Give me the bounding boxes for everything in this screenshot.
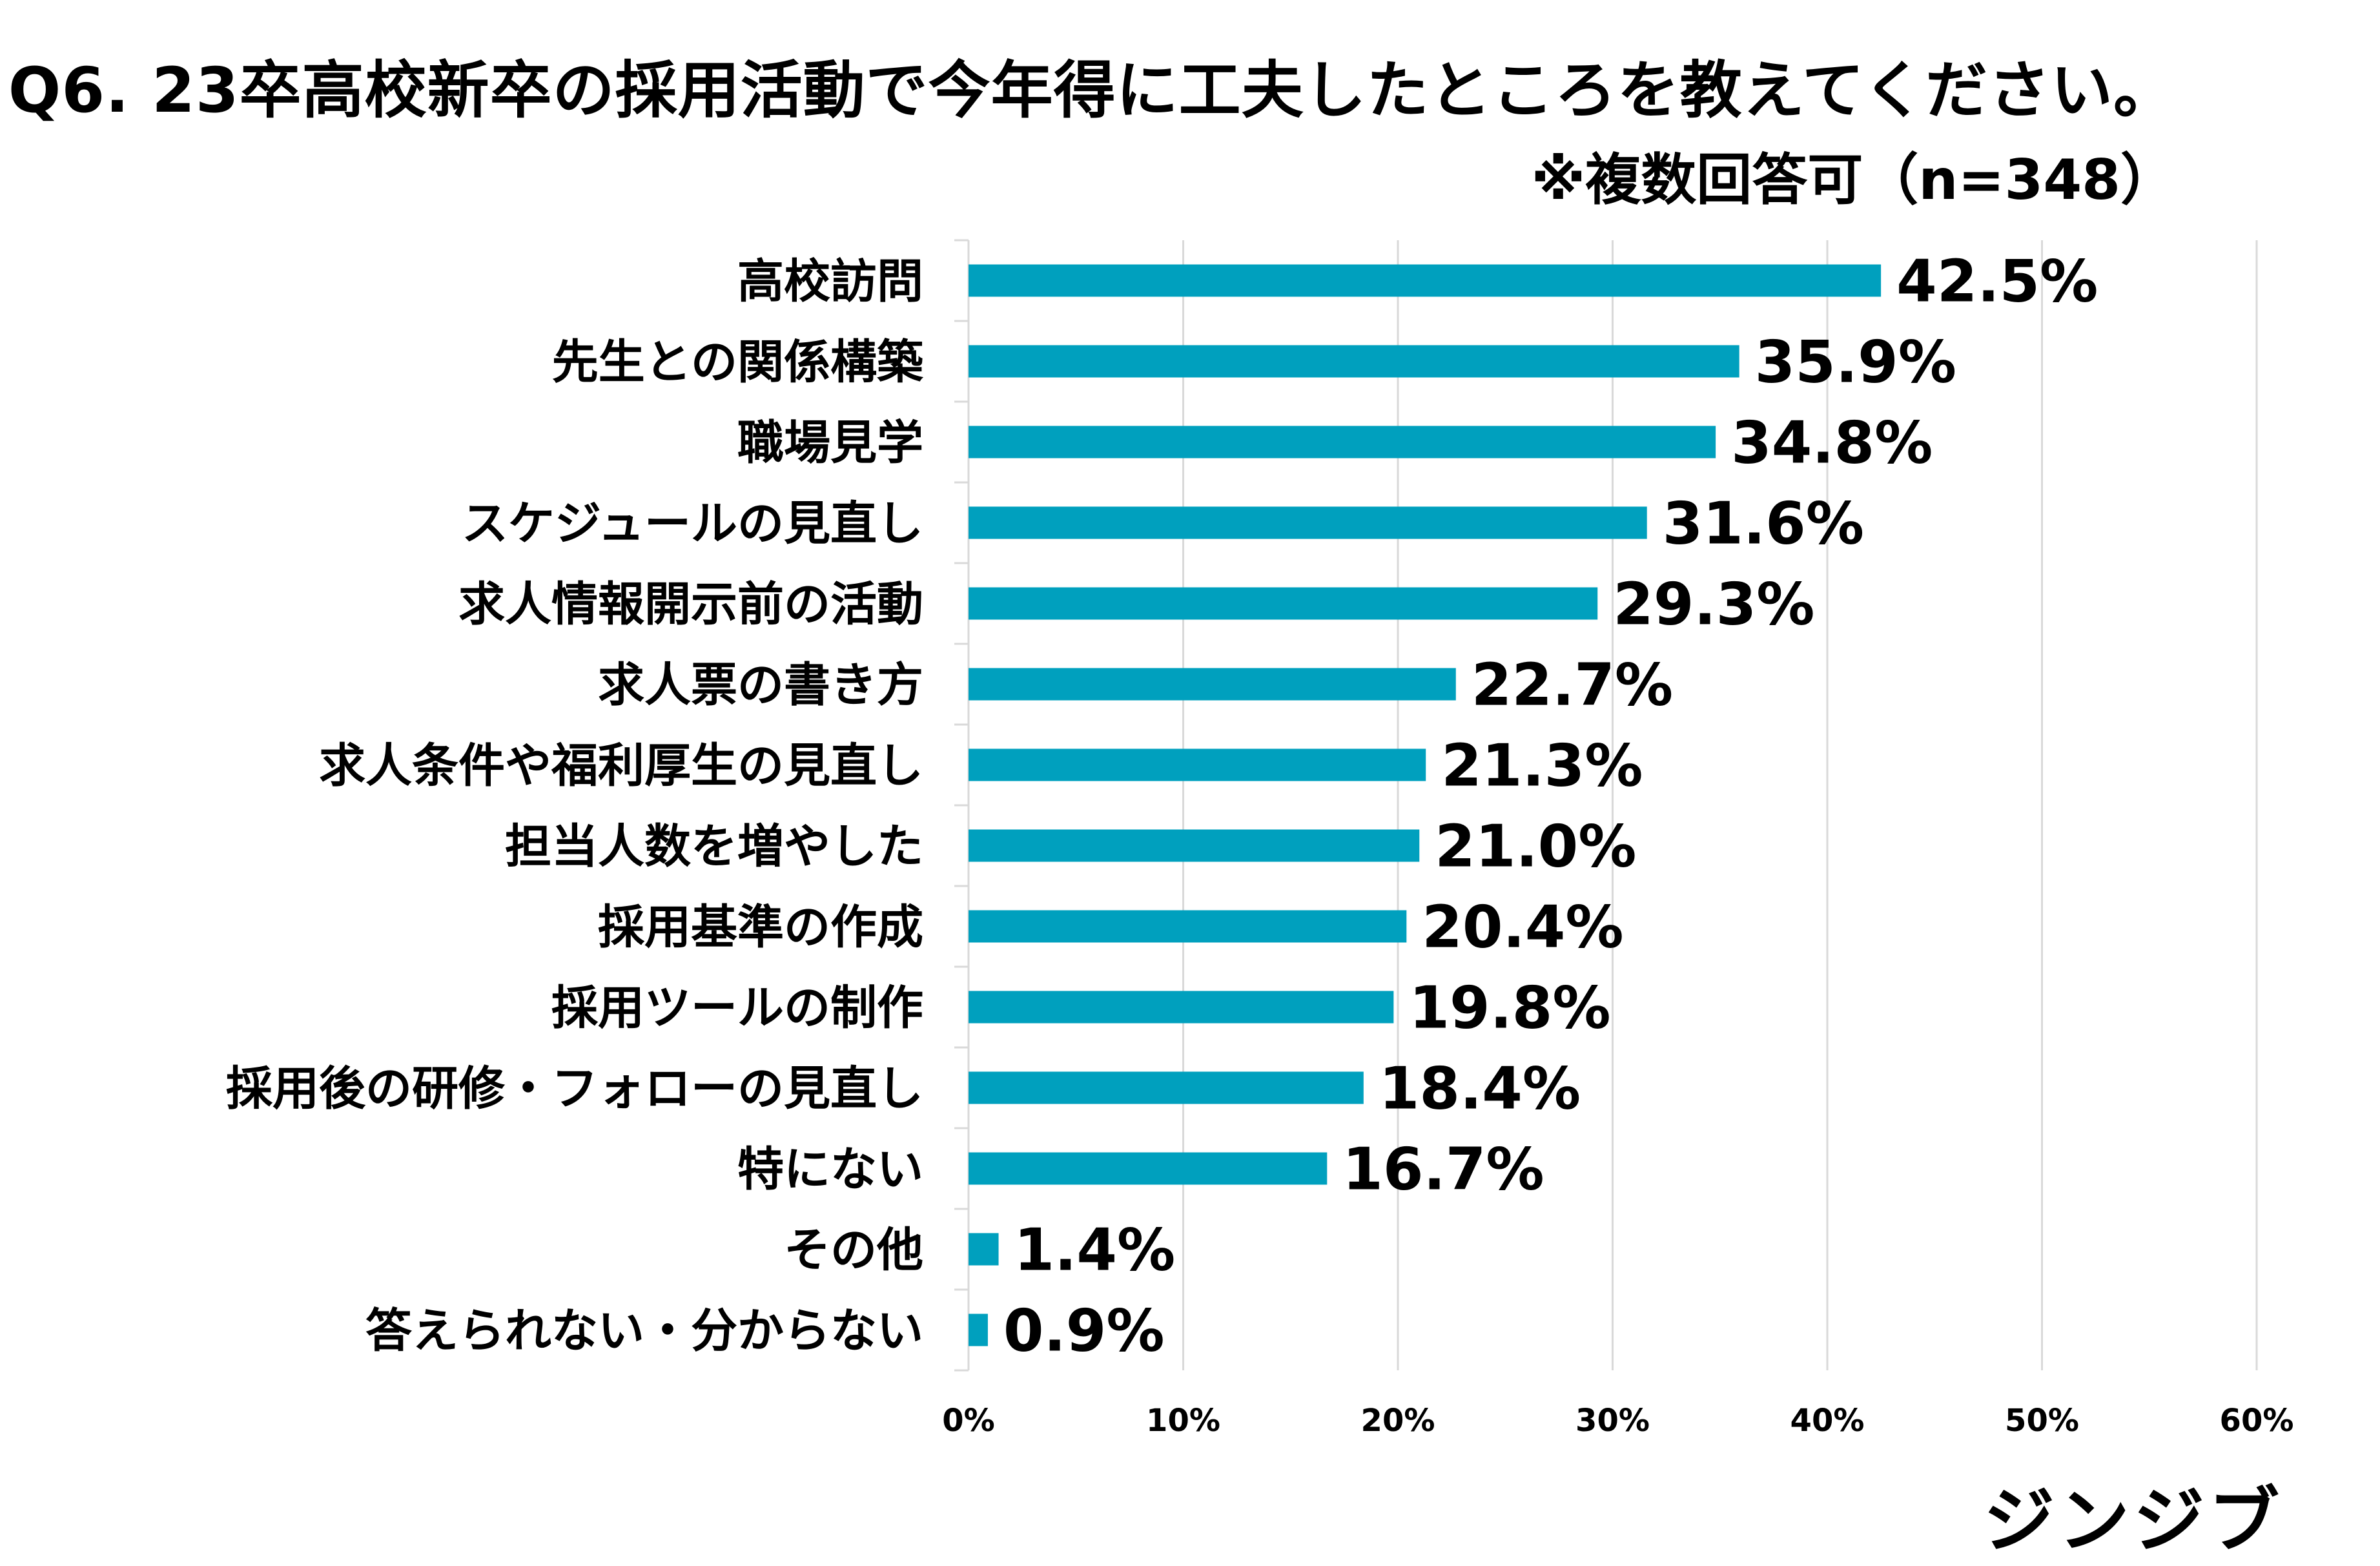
value-label: 1.4% xyxy=(1014,1217,1176,1284)
bar xyxy=(969,991,1394,1024)
value-label: 18.4% xyxy=(1379,1055,1581,1123)
value-label: 19.8% xyxy=(1409,974,1610,1042)
x-tick-label: 30% xyxy=(1575,1403,1650,1439)
bar xyxy=(969,426,1716,458)
category-label: 高校訪問 xyxy=(737,254,923,309)
category-label: 答えられない・分からない xyxy=(365,1304,923,1358)
bar xyxy=(969,748,1426,781)
category-label: 採用後の研修・フォローの見直し xyxy=(226,1062,923,1116)
bar xyxy=(969,910,1407,943)
jinjib-logo: ジンジブ xyxy=(1984,1479,2283,1562)
value-label: 42.5% xyxy=(1896,248,2098,316)
value-labels: 42.5% 35.9% 34.8% 31.6% 29.3% 22.7% 21.3% 21.0%… xyxy=(1003,248,2098,1365)
category-labels: 高校訪問先生との関係構築職場見学スケジュールの見直し求人情報開示前の活動求人票の… xyxy=(226,254,924,1358)
x-tick-label: 60% xyxy=(2220,1403,2294,1439)
bar xyxy=(969,829,1420,862)
bar xyxy=(969,587,1598,620)
category-label: スケジュールの見直し xyxy=(462,497,923,551)
x-axis-ticks: 0% 10% 20% 30% 40% 50% 60% xyxy=(942,1403,2293,1439)
x-tick-label: 0% xyxy=(942,1403,995,1439)
category-label: 先生との関係構築 xyxy=(552,335,924,389)
value-label: 31.6% xyxy=(1663,490,1864,558)
bars xyxy=(969,264,1882,1346)
bar xyxy=(969,1152,1328,1185)
category-label: 特にない xyxy=(737,1142,923,1197)
value-label: 0.9% xyxy=(1003,1297,1165,1365)
category-label: 求人票の書き方 xyxy=(598,658,923,712)
bar xyxy=(969,345,1739,378)
bar xyxy=(969,1233,999,1266)
category-label: その他 xyxy=(784,1223,923,1277)
category-label: 求人条件や福利厚生の見直し xyxy=(319,739,923,793)
chart-title: Q6. 23卒高校新卒の採用活動で今年得に工夫したところを教えてください。 xyxy=(8,54,2176,127)
category-label: 担当人数を増やした xyxy=(505,819,923,874)
value-label: 34.8% xyxy=(1731,409,1933,477)
value-label: 35.9% xyxy=(1755,329,1956,397)
x-tick-label: 40% xyxy=(1790,1403,1865,1439)
bar xyxy=(969,668,1456,701)
value-label: 29.3% xyxy=(1613,571,1814,639)
category-label: 職場見学 xyxy=(737,416,923,470)
value-label: 21.0% xyxy=(1435,813,1636,881)
bar xyxy=(969,506,1647,539)
value-label: 22.7% xyxy=(1472,652,1673,719)
chart-subtitle: ※複数回答可（n=348） xyxy=(1531,148,2176,212)
x-tick-label: 10% xyxy=(1146,1403,1220,1439)
category-axis xyxy=(954,239,970,1372)
category-label: 採用基準の作成 xyxy=(598,900,923,954)
x-tick-label: 20% xyxy=(1361,1403,1435,1439)
category-label: 採用ツールの制作 xyxy=(551,981,923,1035)
bar xyxy=(969,264,1882,297)
value-label: 20.4% xyxy=(1422,894,1623,962)
bar xyxy=(969,1314,988,1346)
value-label: 16.7% xyxy=(1342,1136,1544,1204)
bar xyxy=(969,1071,1364,1104)
x-tick-label: 50% xyxy=(2005,1403,2079,1439)
value-label: 21.3% xyxy=(1441,732,1643,800)
category-label: 求人情報開示前の活動 xyxy=(458,577,923,632)
